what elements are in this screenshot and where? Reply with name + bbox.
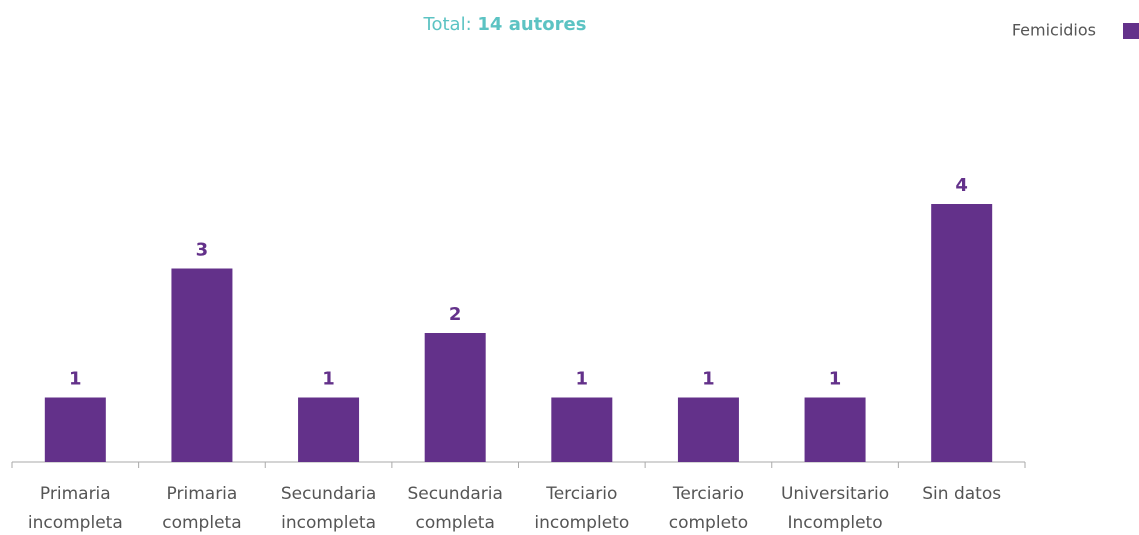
- data-label: 1: [322, 369, 335, 390]
- x-tick-label: Terciario: [545, 484, 617, 504]
- bar: [44, 397, 106, 462]
- x-tick-label: Primaria: [40, 484, 111, 504]
- x-tick-label: Incompleto: [787, 513, 882, 533]
- x-tick-label: Secundaria: [407, 484, 502, 504]
- data-label: 1: [702, 369, 715, 390]
- bar: [551, 397, 613, 462]
- data-label: 1: [576, 369, 589, 390]
- title-label: Total:: [423, 14, 472, 35]
- chart-title: Total: 14 autores: [423, 14, 587, 35]
- title-emphasis: 14 autores: [477, 14, 586, 35]
- legend-label: Femicidios: [1012, 21, 1096, 40]
- x-tick-label: Terciario: [672, 484, 744, 504]
- x-tick-label: incompleto: [534, 513, 629, 533]
- data-label: 4: [955, 175, 968, 196]
- data-label: 1: [69, 369, 82, 390]
- x-tick-label: Secundaria: [281, 484, 376, 504]
- data-label: 1: [829, 369, 842, 390]
- data-label: 2: [449, 304, 462, 325]
- x-tick-label: Primaria: [167, 484, 238, 504]
- data-label: 3: [196, 240, 209, 261]
- legend-swatch: [1123, 23, 1139, 39]
- x-tick-label: incompleta: [28, 513, 123, 533]
- x-tick-label: completo: [669, 513, 748, 533]
- bar: [677, 397, 739, 462]
- bar: [171, 268, 233, 462]
- x-tick-label: completa: [416, 513, 495, 533]
- bar: [804, 397, 866, 462]
- bar: [298, 397, 360, 462]
- x-tick-label: Universitario: [781, 484, 889, 504]
- bar: [424, 333, 486, 462]
- x-tick-label: Sin datos: [922, 484, 1001, 504]
- bar: [931, 204, 993, 462]
- x-tick-label: incompleta: [281, 513, 376, 533]
- x-tick-label: completa: [162, 513, 241, 533]
